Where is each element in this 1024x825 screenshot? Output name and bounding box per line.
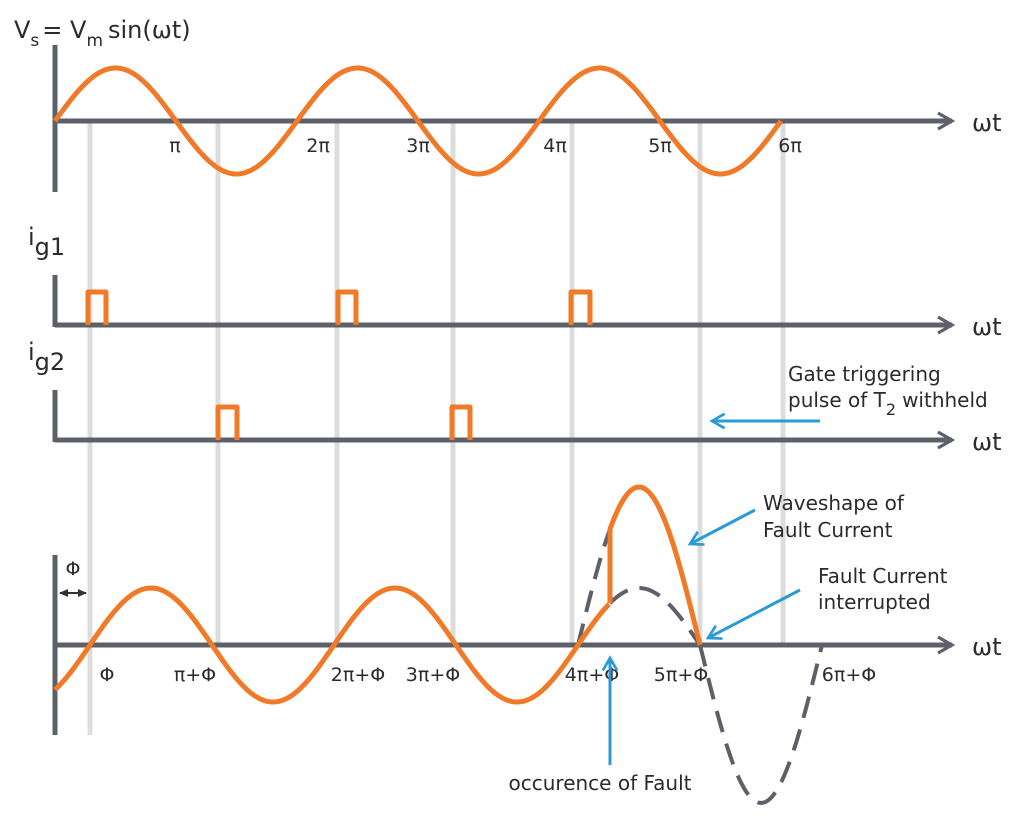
dashed-wave xyxy=(576,528,612,646)
tick-label: 5π xyxy=(648,135,672,157)
text: sin(ωt) xyxy=(108,16,191,44)
tick-label: 3π xyxy=(406,135,430,157)
phi-label: Φ xyxy=(66,558,81,580)
current-wave xyxy=(53,585,611,705)
guides xyxy=(87,121,786,735)
ig2-label: ig2 xyxy=(28,338,65,376)
pulses xyxy=(85,289,593,440)
dashed-wave xyxy=(698,644,824,805)
dashed-wave xyxy=(608,586,702,647)
text: m xyxy=(86,31,103,51)
text: 2 xyxy=(886,400,896,419)
tick-label: π xyxy=(169,135,180,157)
text: V xyxy=(14,16,31,44)
annotation-arrow xyxy=(687,508,756,546)
tick-label: 5π+Φ xyxy=(654,664,708,686)
text: s xyxy=(30,31,39,51)
annotation: Fault Current xyxy=(763,518,893,542)
axis-label: ωt xyxy=(972,109,1002,137)
text: = V xyxy=(42,16,87,44)
ig1-label: ig1 xyxy=(28,223,65,261)
gate-pulse xyxy=(568,289,593,325)
tick-label: π+Φ xyxy=(174,664,216,686)
axis-label: ωt xyxy=(972,428,1002,456)
annotation: occurence of Fault xyxy=(509,771,692,795)
annotation: Fault Current xyxy=(818,564,948,588)
axes xyxy=(52,45,956,735)
axis-label: ωt xyxy=(972,313,1002,341)
supply-wave xyxy=(52,65,784,177)
text: i xyxy=(28,338,35,366)
text: pulse of T xyxy=(788,388,887,412)
annotation: interrupted xyxy=(818,590,931,614)
axis-label: ωt xyxy=(972,633,1002,661)
gate-pulse xyxy=(215,404,240,440)
tick-label: 3π+Φ xyxy=(406,664,460,686)
gate-pulse xyxy=(85,289,109,325)
tick-label: 2π+Φ xyxy=(331,664,385,686)
fault-wave xyxy=(607,484,703,646)
tick-label: 4π xyxy=(543,135,567,157)
tick-label: 2π xyxy=(306,135,330,157)
gate-pulse xyxy=(335,289,359,325)
gate-pulse xyxy=(449,404,473,440)
annotation-arrow xyxy=(705,588,801,640)
text: g2 xyxy=(35,348,66,376)
annotation: Waveshape of xyxy=(763,491,905,515)
text: g1 xyxy=(35,233,66,261)
tick-label: Φ xyxy=(100,664,115,686)
vs-label: Vs = Vm sin(ωt) xyxy=(14,16,191,51)
tick-label: 6π+Φ xyxy=(822,664,876,686)
text: withheld xyxy=(902,388,988,412)
text: i xyxy=(28,223,35,251)
annotation: Gate triggering xyxy=(788,362,941,386)
annotation: pulse of T2 withheld xyxy=(788,388,988,419)
tick-label: 6π xyxy=(778,135,802,157)
